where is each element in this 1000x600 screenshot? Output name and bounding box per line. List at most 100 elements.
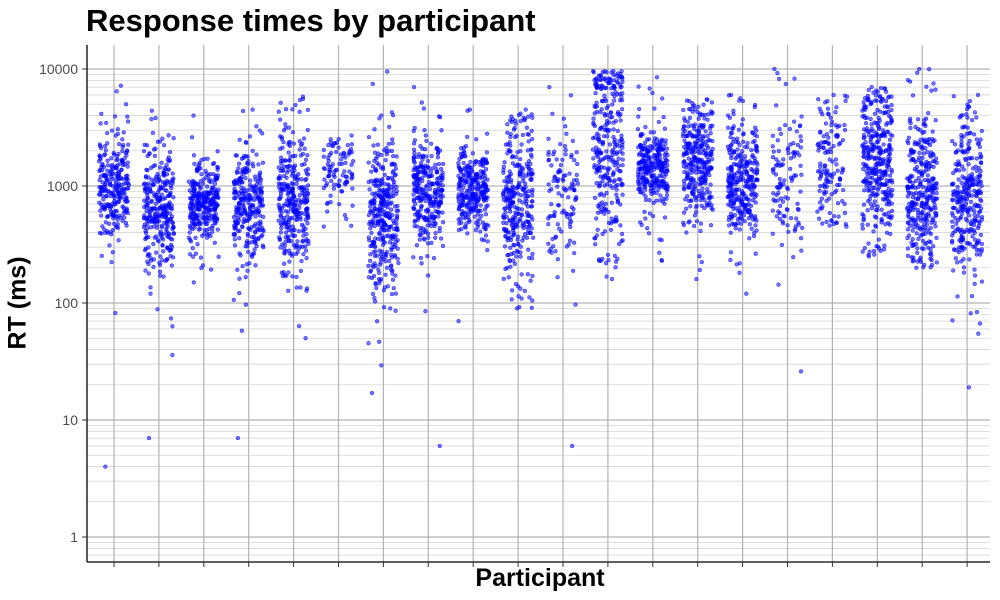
data-point	[368, 252, 373, 257]
data-point	[827, 157, 832, 162]
data-point	[382, 222, 388, 227]
data-point	[345, 142, 350, 148]
data-point	[873, 224, 879, 229]
data-point	[746, 177, 751, 183]
data-point	[429, 153, 434, 159]
data-point	[148, 285, 153, 290]
data-point	[601, 193, 607, 198]
data-point	[526, 212, 531, 217]
data-point	[641, 178, 647, 183]
data-point	[567, 238, 573, 243]
data-point	[470, 193, 475, 198]
data-point	[337, 178, 342, 183]
data-point	[618, 118, 623, 123]
data-point	[290, 186, 296, 191]
data-point	[596, 203, 601, 209]
data-point	[729, 155, 734, 161]
data-point	[390, 113, 396, 118]
data-point	[559, 193, 565, 198]
data-point	[569, 181, 575, 186]
data-point	[835, 124, 840, 130]
data-point	[611, 120, 616, 125]
data-point	[568, 93, 574, 98]
data-point	[244, 166, 249, 171]
data-point	[772, 66, 777, 72]
data-point	[154, 214, 160, 219]
data-point	[888, 132, 893, 137]
data-point	[563, 188, 568, 193]
data-point	[776, 186, 781, 191]
data-point	[146, 261, 151, 267]
data-point	[776, 160, 781, 165]
data-point	[435, 155, 441, 160]
data-point	[237, 251, 242, 256]
data-point	[863, 121, 869, 126]
data-point	[463, 144, 469, 149]
data-point	[654, 161, 659, 166]
data-point	[425, 158, 431, 164]
data-point	[378, 260, 383, 265]
data-point	[776, 148, 781, 154]
data-point	[383, 251, 388, 256]
data-point	[146, 271, 151, 276]
data-point	[522, 116, 528, 122]
data-point	[610, 91, 615, 97]
data-point	[800, 225, 805, 231]
data-point	[240, 263, 245, 269]
data-point	[702, 175, 707, 181]
data-point	[260, 160, 266, 165]
data-point	[688, 204, 693, 209]
data-point	[149, 108, 154, 113]
data-point	[249, 203, 254, 208]
data-point	[143, 230, 149, 236]
data-point	[548, 213, 554, 219]
data-point	[419, 100, 424, 105]
data-point	[189, 182, 194, 187]
data-point	[620, 163, 625, 168]
data-point	[918, 137, 923, 142]
data-point	[190, 254, 196, 259]
data-point	[872, 252, 877, 257]
data-point	[927, 251, 933, 257]
data-point	[214, 193, 219, 199]
data-point	[241, 169, 247, 174]
data-point	[215, 149, 220, 154]
data-point	[470, 169, 475, 174]
data-point	[193, 251, 199, 256]
data-point	[911, 221, 916, 226]
data-point	[108, 206, 113, 211]
data-point	[925, 188, 931, 193]
data-point	[860, 222, 865, 227]
data-point	[142, 181, 148, 186]
data-point	[472, 162, 477, 167]
data-point	[157, 165, 163, 170]
data-point	[144, 208, 149, 214]
data-point	[377, 116, 382, 121]
data-point	[109, 162, 115, 168]
data-point	[647, 86, 652, 91]
data-point	[168, 316, 174, 321]
data-point	[798, 369, 804, 374]
data-point	[366, 212, 372, 218]
data-point	[519, 272, 524, 277]
data-point	[518, 192, 524, 198]
data-point	[889, 107, 894, 113]
data-point	[844, 94, 850, 99]
data-point	[561, 208, 566, 213]
data-point	[600, 142, 605, 147]
data-point	[104, 120, 109, 126]
data-point	[733, 188, 738, 193]
data-point	[870, 169, 875, 174]
data-point	[530, 298, 535, 303]
data-point	[321, 185, 326, 191]
data-point	[381, 202, 386, 207]
data-point	[928, 154, 934, 159]
data-point	[733, 162, 739, 167]
data-point	[775, 70, 780, 76]
data-point	[461, 196, 466, 202]
data-point	[240, 203, 245, 208]
chart-title: Response times by participant	[86, 3, 536, 38]
data-point	[336, 183, 342, 188]
data-point	[728, 181, 733, 186]
data-point	[920, 238, 926, 243]
